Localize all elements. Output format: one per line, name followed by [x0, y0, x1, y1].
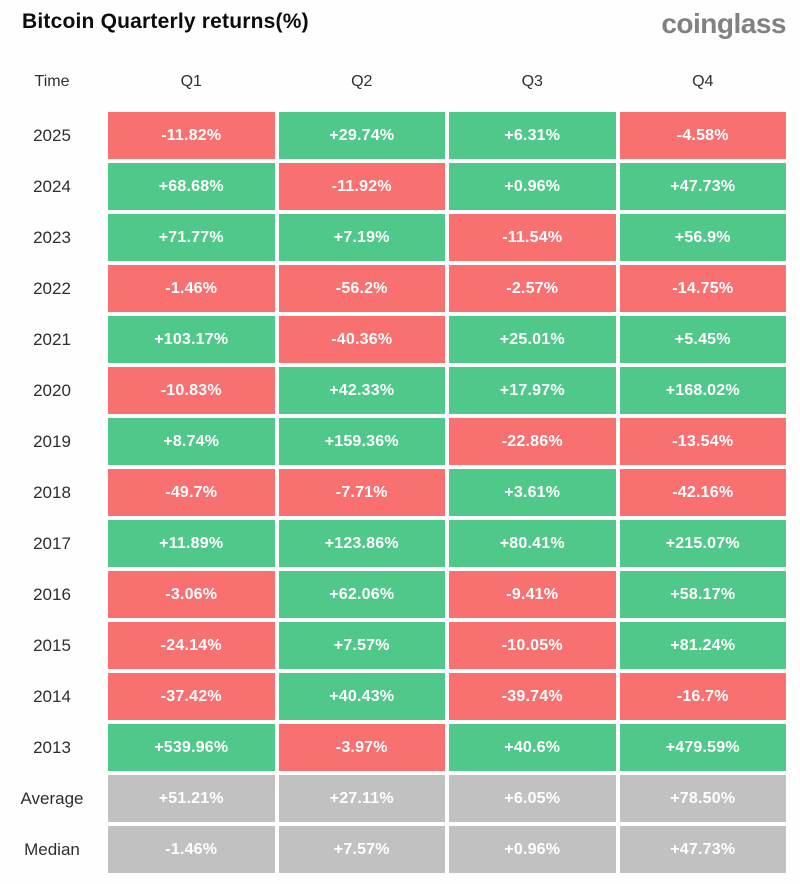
return-cell-median-q2: +7.57%: [278, 826, 445, 873]
return-cell-2017-q4: +215.07%: [619, 520, 786, 567]
return-cell-2015-q4: +81.24%: [619, 622, 786, 669]
row-label-average: Average: [20, 788, 84, 808]
return-cell-2015-q1: -24.14%: [108, 622, 275, 669]
row-label-2015: 2015: [33, 635, 71, 655]
return-cell-2016-q4: +58.17%: [619, 571, 786, 618]
return-cell-2019-q4: -13.54%: [619, 418, 786, 465]
return-cell-2013-q2: -3.97%: [278, 724, 445, 771]
return-cell-2013-q3: +40.6%: [449, 724, 616, 771]
row-label-2023: 2023: [33, 227, 71, 247]
return-cell-median-q4: +47.73%: [619, 826, 786, 873]
return-cell-average-q4: +78.50%: [619, 775, 786, 822]
return-cell-2022-q4: -14.75%: [619, 265, 786, 312]
column-header-time: Time: [34, 73, 70, 90]
return-cell-2020-q1: -10.83%: [108, 367, 275, 414]
return-cell-2025-q4: -4.58%: [619, 112, 786, 159]
return-cell-2023-q1: +71.77%: [108, 214, 275, 261]
return-cell-2023-q2: +7.19%: [278, 214, 445, 261]
row-label-2019: 2019: [33, 431, 71, 451]
topbar: Bitcoin Quarterly returns(%) coinglass: [0, 0, 800, 52]
return-cell-average-q2: +27.11%: [278, 775, 445, 822]
row-label-2013: 2013: [33, 737, 71, 757]
column-header-q2: Q2: [351, 73, 373, 90]
return-cell-2019-q1: +8.74%: [108, 418, 275, 465]
column-header-q4: Q4: [692, 73, 714, 90]
return-cell-2014-q1: -37.42%: [108, 673, 275, 720]
column-header-q1: Q1: [180, 73, 202, 90]
return-cell-2023-q3: -11.54%: [449, 214, 616, 261]
return-cell-2021-q1: +103.17%: [108, 316, 275, 363]
return-cell-2017-q2: +123.86%: [278, 520, 445, 567]
column-header-q3: Q3: [521, 73, 543, 90]
return-cell-2017-q1: +11.89%: [108, 520, 275, 567]
row-label-2022: 2022: [33, 278, 71, 298]
return-cell-2018-q1: -49.7%: [108, 469, 275, 516]
row-label-median: Median: [24, 839, 80, 859]
return-cell-2016-q2: +62.06%: [278, 571, 445, 618]
return-cell-average-q3: +6.05%: [449, 775, 616, 822]
return-cell-2024-q4: +47.73%: [619, 163, 786, 210]
return-cell-2015-q2: +7.57%: [278, 622, 445, 669]
row-label-2014: 2014: [33, 686, 71, 706]
return-cell-2020-q2: +42.33%: [278, 367, 445, 414]
return-cell-2025-q1: -11.82%: [108, 112, 275, 159]
return-cell-2022-q3: -2.57%: [449, 265, 616, 312]
row-label-2020: 2020: [33, 380, 71, 400]
return-cell-2019-q3: -22.86%: [449, 418, 616, 465]
return-cell-2016-q3: -9.41%: [449, 571, 616, 618]
return-cell-2018-q4: -42.16%: [619, 469, 786, 516]
row-label-2017: 2017: [33, 533, 71, 553]
return-cell-2018-q3: +3.61%: [449, 469, 616, 516]
return-cell-2015-q3: -10.05%: [449, 622, 616, 669]
coinglass-logo: coinglass: [661, 8, 786, 39]
return-cell-2024-q1: +68.68%: [108, 163, 275, 210]
return-cell-2021-q3: +25.01%: [449, 316, 616, 363]
return-cell-2019-q2: +159.36%: [278, 418, 445, 465]
return-cell-2024-q3: +0.96%: [449, 163, 616, 210]
row-label-2024: 2024: [33, 176, 71, 196]
row-label-2021: 2021: [33, 329, 71, 349]
row-label-2025: 2025: [33, 125, 71, 145]
return-cell-2024-q2: -11.92%: [278, 163, 445, 210]
return-cell-2013-q4: +479.59%: [619, 724, 786, 771]
return-cell-2021-q4: +5.45%: [619, 316, 786, 363]
return-cell-2022-q2: -56.2%: [278, 265, 445, 312]
page-title: Bitcoin Quarterly returns(%): [22, 10, 309, 33]
return-cell-2018-q2: -7.71%: [278, 469, 445, 516]
row-label-2016: 2016: [33, 584, 71, 604]
return-cell-2025-q2: +29.74%: [278, 112, 445, 159]
return-cell-2013-q1: +539.96%: [108, 724, 275, 771]
return-cell-average-q1: +51.21%: [108, 775, 275, 822]
return-cell-2023-q4: +56.9%: [619, 214, 786, 261]
return-cell-2020-q4: +168.02%: [619, 367, 786, 414]
return-cell-2025-q3: +6.31%: [449, 112, 616, 159]
return-cell-2020-q3: +17.97%: [449, 367, 616, 414]
return-cell-2017-q3: +80.41%: [449, 520, 616, 567]
return-cell-2014-q3: -39.74%: [449, 673, 616, 720]
return-cell-2022-q1: -1.46%: [108, 265, 275, 312]
row-label-2018: 2018: [33, 482, 71, 502]
table-header-row: Time Q1 Q2 Q3 Q4: [0, 52, 800, 112]
return-cell-2016-q1: -3.06%: [108, 571, 275, 618]
return-cell-2014-q4: -16.7%: [619, 673, 786, 720]
table-rows: 2025 -11.82% +29.74% +6.31% -4.58% 2024 +68.68…: [0, 112, 800, 873]
return-cell-2014-q2: +40.43%: [278, 673, 445, 720]
return-cell-2021-q2: -40.36%: [278, 316, 445, 363]
return-cell-median-q3: +0.96%: [449, 826, 616, 873]
return-cell-median-q1: -1.46%: [108, 826, 275, 873]
